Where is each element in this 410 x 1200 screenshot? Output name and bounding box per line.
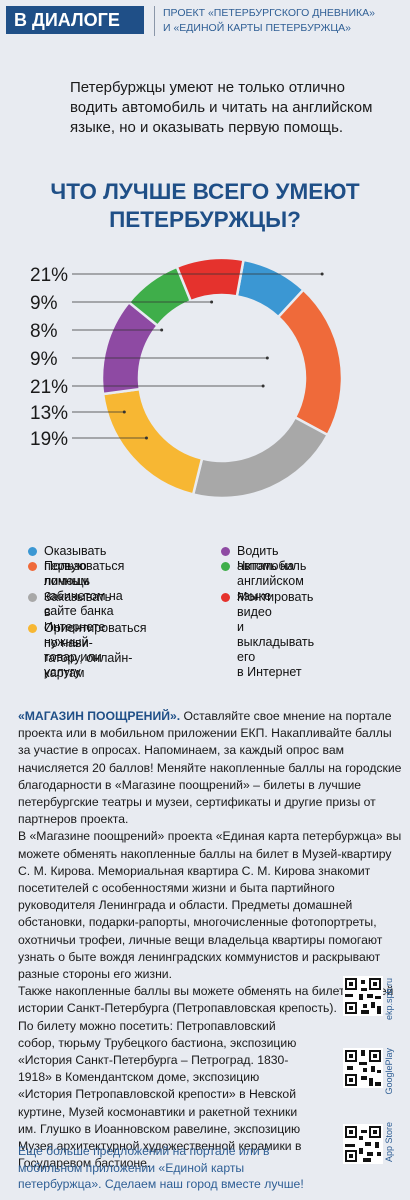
qr-label-2: GooglePlay <box>384 1048 394 1095</box>
donut-slice <box>191 415 330 500</box>
header: В ДИАЛОГЕ ПРОЕКТ «ПЕТЕРБУРГСКОГО ДНЕВНИК… <box>0 0 410 44</box>
legend-label: Заказывать в Интернете нужный товар или … <box>44 590 112 679</box>
legend-swatch <box>28 624 37 633</box>
chart-title-line-1: ЧТО ЛУЧШЕ ВСЕГО УМЕЮТ <box>50 179 360 204</box>
paragraph-1-text: Оставляйте свое мнение на портале проект… <box>18 709 402 827</box>
legend-swatch <box>221 562 230 571</box>
legend-label: Ориентироваться по нави- гатору, онлайн-… <box>44 621 147 680</box>
leader-dot <box>122 410 126 414</box>
paragraph-2: В «Магазине поощрений» проекта «Единая к… <box>18 829 402 982</box>
legend-label: Пользоваться личным кабинетом на сайте б… <box>44 559 125 618</box>
qr-label-1: ekp.spb.ru <box>384 978 394 1021</box>
legend-swatch <box>28 547 37 556</box>
project-line-1: ПРОЕКТ «ПЕТЕРБУРГСКОГО ДНЕВНИКА» <box>163 7 376 19</box>
section-tag: В ДИАЛОГЕ <box>6 6 144 34</box>
closing-text: Еще больше предложений на портале или в … <box>18 1144 304 1191</box>
chart-title: ЧТО ЛУЧШЕ ВСЕГО УМЕЮТ ПЕТЕРБУРЖЦЫ? <box>0 178 410 234</box>
qr-code-icon[interactable] <box>343 1048 383 1088</box>
percent-label: 9% <box>30 293 58 314</box>
percent-label: 9% <box>30 349 58 370</box>
legend-label: Оказывать первую помощь <box>44 544 107 588</box>
donut-chart: 21% 9% 8% 9% 21% 13% 19% <box>30 256 344 500</box>
leader-dot <box>210 300 214 304</box>
legend-label: Читать на английском языке <box>237 559 304 603</box>
paragraph-4: По билету можно посетить: Петропавловски… <box>18 1018 302 1171</box>
percent-label: 21% <box>30 377 68 398</box>
leader-dot <box>160 328 164 332</box>
legend-swatch <box>28 593 37 602</box>
percent-label: 19% <box>30 429 68 450</box>
leader-dot <box>144 436 148 440</box>
qr-label-3: App Store <box>384 1122 394 1163</box>
qr-code-icon[interactable] <box>343 1124 383 1164</box>
chart-title-line-2: ПЕТЕРБУРЖЦЫ? <box>109 207 301 232</box>
legend-swatch <box>221 547 230 556</box>
paragraph-1: «МАГАЗИН ПООЩРЕНИЙ». Оставляйте свое мне… <box>18 708 402 828</box>
percent-label: 21% <box>30 265 68 286</box>
legend-swatch <box>221 593 230 602</box>
legend-swatch <box>28 562 37 571</box>
leader-dot <box>261 384 265 388</box>
percent-label: 13% <box>30 403 68 424</box>
qr-code-icon[interactable] <box>343 976 383 1016</box>
donut-slice <box>101 387 204 496</box>
project-caption: ПРОЕКТ «ПЕТЕРБУРГСКОГО ДНЕВНИКА» И «ЕДИН… <box>163 6 403 36</box>
intro-text: Петербуржцы умеют не только отлично води… <box>70 79 373 136</box>
shop-heading: «МАГАЗИН ПООЩРЕНИЙ». <box>18 709 181 723</box>
project-line-2: И «ЕДИНОЙ КАРТЫ ПЕТЕРБУРЖЦА» <box>163 22 351 34</box>
paragraph-3: Также накопленные баллы вы можете обменя… <box>18 984 394 1016</box>
leader-dot <box>320 272 324 276</box>
header-divider <box>154 6 155 36</box>
donut-slice <box>175 256 245 303</box>
leader-dot <box>265 356 269 360</box>
legend-label: Монтировать видео и выкладывать его в Ин… <box>237 590 315 679</box>
legend-label: Водить автомобиль <box>237 544 307 573</box>
donut-slice <box>276 288 344 437</box>
percent-label: 8% <box>30 321 58 342</box>
article-body: «МАГАЗИН ПООЩРЕНИЙ». Оставляйте свое мне… <box>18 708 402 1172</box>
